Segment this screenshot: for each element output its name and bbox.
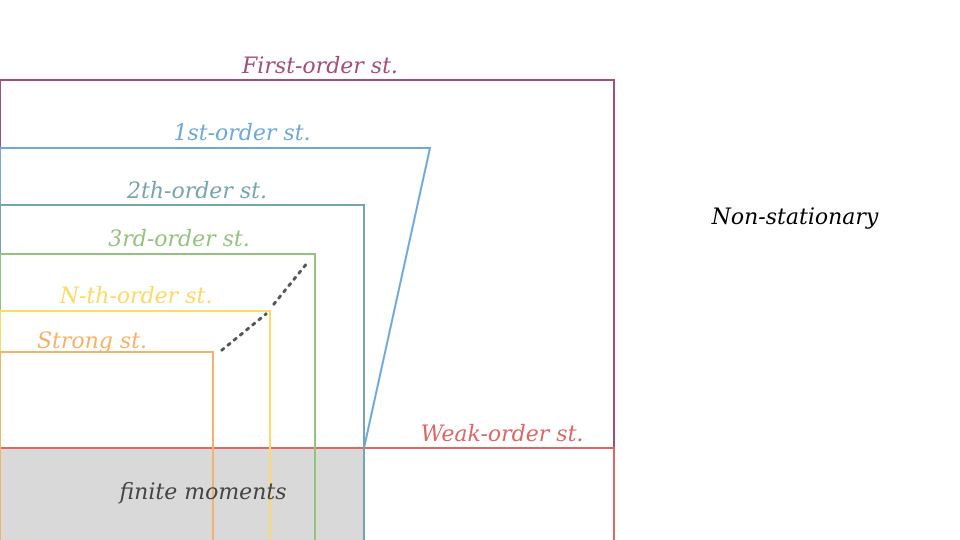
third-order-box (0, 253, 316, 540)
strong-label: Strong st. (37, 329, 147, 354)
weak-order-label: Weak-order st. (421, 422, 584, 447)
first-order-st-label: 1st-order st. (173, 121, 310, 146)
non-stationary-label: Non-stationary (711, 205, 879, 230)
finite-moments-label: finite moments (117, 480, 286, 505)
finite-moments-region (0, 448, 364, 540)
second-order-box (0, 204, 365, 540)
strong-box (0, 351, 214, 540)
third-order-label: 3rd-order st. (108, 227, 250, 252)
first-order-box (0, 79, 615, 540)
weak-order-box (0, 447, 615, 540)
first-order-label: First-order st. (241, 54, 398, 79)
ellipsis-dots-lower (220, 312, 268, 352)
second-order-label: 2th-order st. (126, 179, 267, 204)
nth-order-box (0, 310, 271, 540)
ellipsis-dots-upper (272, 260, 310, 306)
nth-order-label: N-th-order st. (59, 284, 213, 309)
